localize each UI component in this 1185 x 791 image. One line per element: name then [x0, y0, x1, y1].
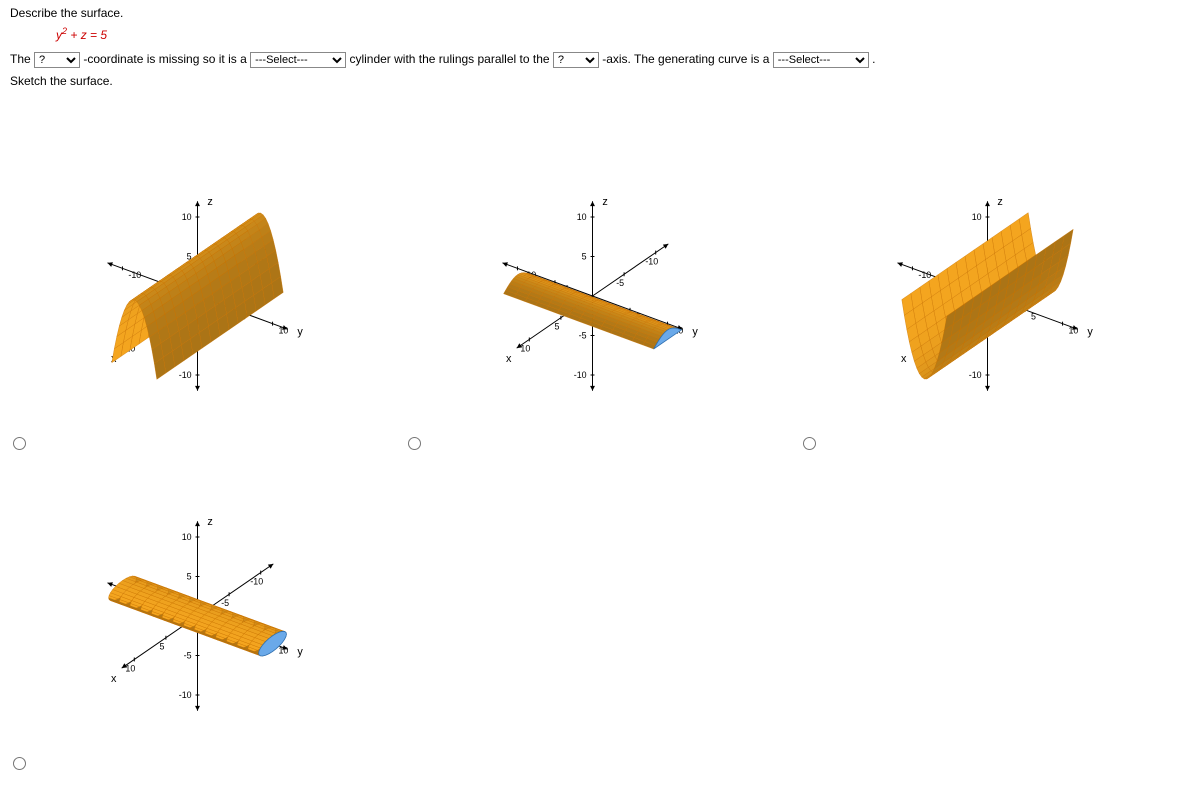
eq-rest: + z = 5 — [67, 28, 107, 42]
axis-select[interactable]: ? — [553, 52, 599, 68]
svg-text:5: 5 — [1031, 312, 1036, 322]
svg-text:5: 5 — [582, 251, 587, 261]
svg-text:-5: -5 — [184, 650, 192, 660]
svg-text:x: x — [506, 353, 512, 365]
fill-in-sentence: The ? -coordinate is missing so it is a … — [10, 52, 1175, 68]
plot-option-c: -10-10-10-5-5-5555101010xyz — [790, 156, 1185, 439]
plot-option-b: -10-10-10-5-5-5555101010xyz — [395, 156, 790, 439]
svg-text:10: 10 — [577, 212, 587, 222]
svg-text:10: 10 — [125, 663, 135, 673]
svg-text:y: y — [1087, 326, 1093, 338]
svg-text:5: 5 — [554, 322, 559, 332]
answer-radio-a[interactable] — [13, 437, 26, 450]
svg-text:-10: -10 — [969, 370, 982, 380]
svg-text:10: 10 — [278, 646, 288, 656]
s2: -coordinate is missing so it is a — [83, 52, 250, 66]
svg-text:-10: -10 — [918, 270, 931, 280]
svg-text:z: z — [997, 196, 1002, 208]
s3: cylinder with the rulings parallel to th… — [349, 52, 552, 66]
svg-text:z: z — [207, 516, 212, 528]
svg-text:x: x — [111, 673, 117, 685]
svg-text:-5: -5 — [616, 278, 624, 288]
s4: -axis. The generating curve is a — [602, 52, 773, 66]
plot-option-a: -10-10-10-5-5-5555101010xyz — [0, 156, 395, 439]
svg-text:10: 10 — [182, 532, 192, 542]
svg-text:5: 5 — [187, 571, 192, 581]
svg-text:y: y — [692, 326, 698, 338]
plot-option-d: -10-10-10-5-5-5555101010xyz — [0, 476, 395, 759]
equation: y2 + z = 5 — [56, 26, 1129, 42]
svg-text:y: y — [297, 646, 303, 658]
svg-text:-10: -10 — [179, 690, 192, 700]
svg-text:y: y — [297, 326, 303, 338]
coord-select-1[interactable]: ? — [34, 52, 80, 68]
answer-radio-c[interactable] — [803, 437, 816, 450]
svg-text:10: 10 — [278, 326, 288, 336]
svg-text:-5: -5 — [221, 598, 229, 608]
curve-type-select[interactable]: ---Select--- — [773, 52, 869, 68]
sketch-label: Sketch the surface. — [10, 74, 1175, 88]
svg-text:-10: -10 — [645, 256, 658, 266]
svg-text:10: 10 — [182, 212, 192, 222]
svg-text:10: 10 — [1068, 326, 1078, 336]
svg-text:x: x — [901, 353, 907, 365]
svg-text:-10: -10 — [179, 370, 192, 380]
svg-text:5: 5 — [159, 642, 164, 652]
s1: The — [10, 52, 34, 66]
svg-text:10: 10 — [520, 343, 530, 353]
svg-text:-10: -10 — [574, 370, 587, 380]
question-title: Describe the surface. — [10, 6, 1175, 20]
cylinder-type-select[interactable]: ---Select--- — [250, 52, 346, 68]
svg-text:10: 10 — [972, 212, 982, 222]
svg-text:-10: -10 — [250, 576, 263, 586]
svg-text:-10: -10 — [128, 270, 141, 280]
answer-radio-d[interactable] — [13, 757, 26, 770]
answer-radio-b[interactable] — [408, 437, 421, 450]
svg-text:-5: -5 — [579, 330, 587, 340]
svg-text:z: z — [602, 196, 607, 208]
svg-text:z: z — [207, 196, 212, 208]
s5: . — [872, 52, 875, 66]
